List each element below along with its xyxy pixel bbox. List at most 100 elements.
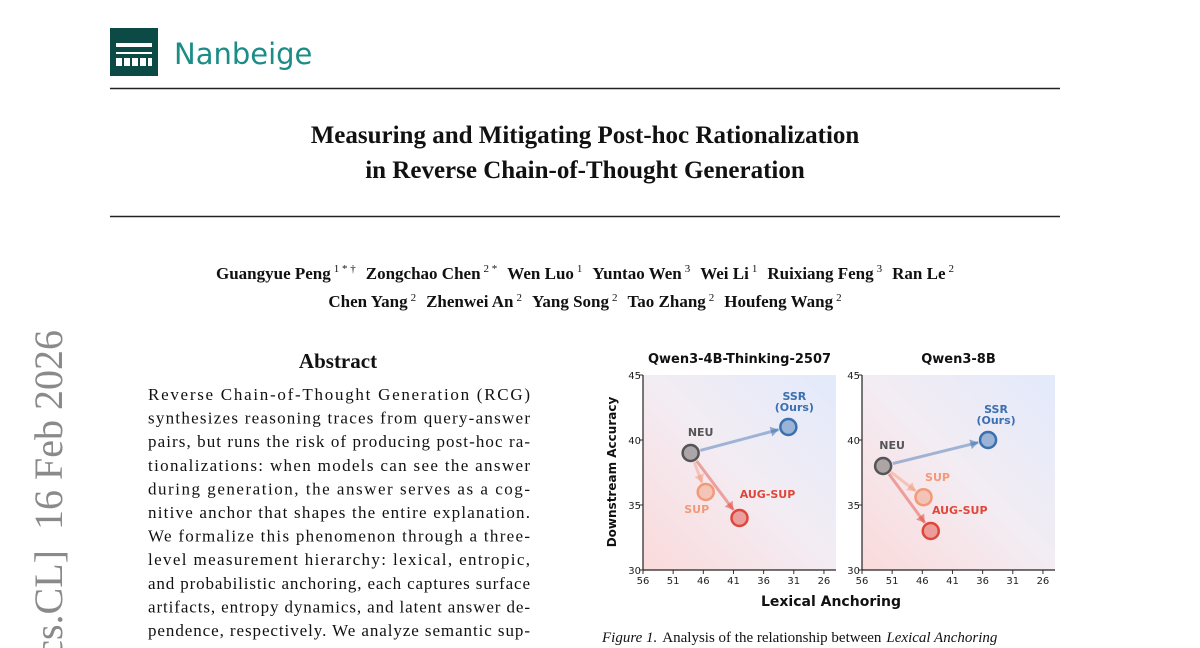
point-label: NEU xyxy=(688,426,714,439)
arrow-head xyxy=(916,513,925,523)
point-label: SSR (Ours) xyxy=(775,390,814,414)
arrow xyxy=(695,460,735,511)
affiliation-mark: 2 xyxy=(836,291,842,304)
x-tick-label: 46 xyxy=(916,576,929,587)
point-label: AUG-SUP xyxy=(740,488,796,501)
author-name: Yuntao Wen xyxy=(592,263,682,283)
author-name: Guangyue Peng xyxy=(215,263,331,283)
author: Zongchao Chen 2 * xyxy=(365,263,498,283)
author-name: Houfeng Wang xyxy=(724,292,834,312)
author-name: Yang Song xyxy=(531,292,609,312)
author-name: Wen Luo xyxy=(507,263,574,283)
author: Wei Li 1 xyxy=(700,263,758,283)
y-tick-label: 35 xyxy=(847,501,860,512)
plot-background xyxy=(862,375,1055,570)
y-tick-label: 30 xyxy=(847,566,860,577)
point-label: SUP xyxy=(925,471,950,484)
author: Yuntao Wen 3 xyxy=(592,263,691,283)
affiliation-mark: 2 xyxy=(410,291,417,304)
abstract-line: during generation, the answer serves as … xyxy=(148,479,530,498)
x-tick-label: 41 xyxy=(946,576,959,587)
author: Tao Zhang 2 xyxy=(628,292,715,312)
caption-part: Figure 1. xyxy=(601,630,657,646)
arrow-head xyxy=(769,426,779,437)
arrow-head xyxy=(724,500,734,511)
point-label: SSR (Ours) xyxy=(976,403,1015,427)
chart-title: Qwen3-4B-Thinking-2507 xyxy=(648,352,831,367)
point-label: SUP xyxy=(684,503,709,516)
author-name: Wei Li xyxy=(700,263,749,283)
affiliation-mark: 1 xyxy=(751,263,758,275)
abstract-body: Reverse Chain-of-Thought Generation (RCG… xyxy=(148,385,530,640)
x-tick-label: 31 xyxy=(1006,576,1019,587)
author-name: Chen Yang xyxy=(328,292,408,312)
affiliation-mark: 1 xyxy=(576,263,583,275)
author-list: Guangyue Peng 1 * † Zongchao Chen 2 * Wen Lu… xyxy=(110,257,1060,314)
affiliation-mark: 3 xyxy=(684,263,691,275)
data-point xyxy=(921,521,941,541)
data-point xyxy=(914,487,933,507)
x-tick-label: 26 xyxy=(1037,576,1050,587)
logo-icon xyxy=(110,28,158,76)
chart-title: Qwen3-8B xyxy=(921,352,996,367)
figure: Qwen3-4B-Thinking-2507 30 35 40 45 56 51 46 41 36… xyxy=(601,352,1055,646)
abstract-line: artifacts, entropy dynamics, and latent … xyxy=(148,597,530,616)
author: Yang Song 2 xyxy=(531,292,618,312)
data-point xyxy=(873,456,893,476)
point-label: AUG-SUP xyxy=(932,504,988,517)
arrow xyxy=(887,473,927,524)
data-point xyxy=(681,443,700,463)
data-point xyxy=(696,482,715,502)
x-tick-label: 56 xyxy=(856,576,869,587)
x-axis-label: Lexical Anchoring xyxy=(761,594,901,610)
author-line: Guangyue Peng 1 * † Zongchao Chen 2 * Wen Lu… xyxy=(110,257,1060,286)
y-tick-label: 35 xyxy=(628,501,641,512)
abstract-line: We formalize this phenomenon through a t… xyxy=(148,527,530,546)
x-tick-label: 51 xyxy=(667,576,680,587)
affiliation-mark: 2 xyxy=(948,263,955,275)
author-name: Zhenwei An xyxy=(426,292,514,312)
x-tick-label: 36 xyxy=(976,576,989,587)
y-tick-label: 40 xyxy=(847,436,860,447)
data-point xyxy=(730,508,749,528)
x-tick-label: 26 xyxy=(818,576,831,587)
title-line: Measuring and Mitigating Post-hoc Ration… xyxy=(311,122,860,149)
y-axis-label: Downstream Accuracy xyxy=(605,397,619,548)
author-name: Ran Le xyxy=(892,263,946,283)
plot-background xyxy=(643,375,836,570)
data-point xyxy=(779,417,798,437)
affiliation-mark: 3 xyxy=(876,263,883,275)
x-tick-label: 46 xyxy=(697,576,710,587)
y-tick-label: 40 xyxy=(628,436,641,447)
x-tick-label: 51 xyxy=(886,576,899,587)
abstract-line: level measurement hierarchy: lexical, en… xyxy=(148,550,530,569)
point-label: NEU xyxy=(879,439,905,452)
data-point xyxy=(978,430,998,450)
author: Ruixiang Feng 3 xyxy=(767,263,883,283)
abstract-line: pendence, respectively. We analyze seman… xyxy=(148,621,530,640)
abstract-line: pairs, but runs the risk of producing po… xyxy=(148,432,530,451)
arrow xyxy=(892,440,979,466)
abstract-line: synthesizes reasoning traces from query-… xyxy=(148,409,530,428)
x-tick-label: 31 xyxy=(787,576,800,587)
author: Guangyue Peng 1 * † xyxy=(215,263,356,283)
affiliation-mark: 1 * † xyxy=(333,263,356,275)
title-line: in Reverse Chain-of-Thought Generation xyxy=(365,157,805,184)
y-tick-label: 45 xyxy=(847,371,860,382)
logo-text: Nanbeige xyxy=(174,37,312,71)
arxiv-stamp: cs.CL] 16 Feb 2026 xyxy=(26,330,71,648)
x-tick-label: 41 xyxy=(727,576,740,587)
affiliation-mark: 2 * xyxy=(483,263,498,275)
arrow xyxy=(699,428,780,452)
author-name: Zongchao Chen xyxy=(365,263,481,283)
y-tick-label: 45 xyxy=(628,371,641,382)
arrow-head xyxy=(694,473,704,483)
author-name: Ruixiang Feng xyxy=(767,263,874,283)
y-tick-label: 30 xyxy=(628,566,641,577)
caption-part: Analysis of the relationship between xyxy=(662,630,882,646)
arrow-head xyxy=(969,439,979,450)
abstract-line: Reverse Chain-of-Thought Generation (RCG… xyxy=(148,385,530,404)
abstract-line: tionalizations: when models can see the … xyxy=(148,456,530,475)
